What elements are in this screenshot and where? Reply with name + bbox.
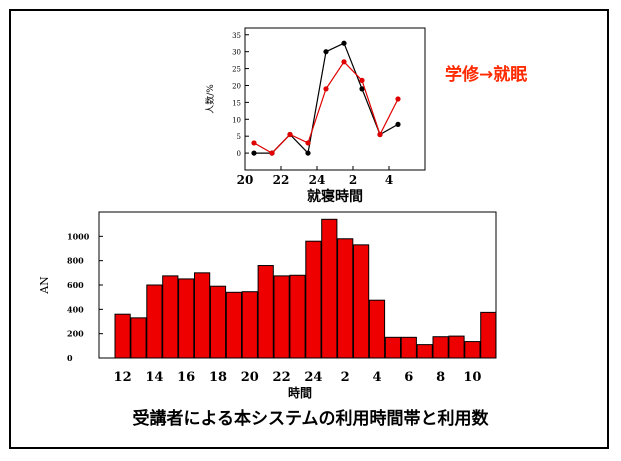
- red-series-line: [253, 60, 399, 154]
- bar: [337, 238, 354, 359]
- bar-y-tick-label: 400: [67, 304, 84, 314]
- line-chart-x-axis: 20 22 24 2 4: [237, 166, 393, 187]
- line-y-tick-label: 30: [232, 49, 241, 57]
- line-y-tick-label: 25: [232, 66, 241, 74]
- line-y-tick-label: 5: [237, 133, 241, 141]
- bar-x-tick-label: 8: [436, 370, 445, 385]
- slide-frame: [9, 9, 609, 449]
- bar-chart-bars: [114, 218, 497, 359]
- bar-y-tick-label: 200: [67, 329, 84, 339]
- line-y-tick-label: 15: [232, 99, 241, 107]
- bar-x-tick-label: 24: [304, 370, 322, 385]
- red-series-point: [341, 59, 347, 65]
- slide-caption: 受講者による本システムの利用時間帯と利用数: [132, 409, 489, 429]
- bar: [448, 335, 465, 359]
- bar-x-tick-label: 22: [273, 370, 291, 385]
- bar: [114, 313, 131, 359]
- bar: [432, 336, 449, 359]
- bar: [209, 285, 227, 359]
- bar: [162, 275, 179, 359]
- bar-x-tick-label: 12: [114, 370, 132, 385]
- bar: [178, 278, 195, 359]
- bar: [146, 284, 163, 359]
- black-series-line: [254, 42, 399, 155]
- bar-x-tick-label: 10: [463, 370, 481, 385]
- bar-y-tick-label: 1000: [67, 231, 90, 241]
- bar-x-tick-label: 20: [241, 370, 259, 385]
- line-x-tick-label: 22: [273, 173, 290, 187]
- bar: [130, 317, 147, 359]
- red-series-point: [323, 86, 329, 92]
- bar-x-tick-label: 4: [372, 370, 381, 385]
- bar: [353, 244, 370, 359]
- line-chart-xlabel: 就寝時間: [307, 188, 363, 205]
- red-series-point: [251, 140, 257, 146]
- red-series-point: [359, 77, 365, 84]
- bar: [305, 240, 322, 359]
- bar: [321, 218, 338, 359]
- line-y-tick-label: 10: [232, 116, 241, 124]
- bar: [257, 265, 274, 359]
- line-chart-y-axis: 0 5 10 15 20 25 30 35: [232, 32, 249, 158]
- bar-chart-xlabel: 時間: [288, 385, 312, 400]
- bar: [480, 311, 497, 359]
- bar-x-tick-label: 14: [145, 370, 163, 385]
- bar: [464, 341, 481, 359]
- line-chart-frame: [244, 27, 426, 171]
- line-y-tick-label: 0: [237, 150, 241, 158]
- line-chart-series: [251, 40, 401, 156]
- bar-chart-ylabel: AN: [38, 276, 51, 295]
- bar: [241, 291, 258, 359]
- bar: [225, 291, 243, 359]
- black-series-point: [341, 40, 347, 46]
- bar-chart-x-axis: 12 14 16 18 20 22 24 2 4 6 8 10: [114, 370, 482, 385]
- bar: [368, 299, 386, 359]
- bar: [289, 274, 306, 359]
- bar-x-tick-label: 18: [209, 370, 227, 385]
- black-series-point: [359, 86, 365, 92]
- red-series-point: [305, 140, 311, 146]
- bar-x-tick-label: 6: [404, 370, 413, 385]
- bar-x-tick-label: 2: [341, 370, 350, 385]
- line-y-tick-label: 35: [232, 32, 241, 40]
- side-note: 学修→就眠: [445, 65, 528, 85]
- red-series-point: [395, 96, 401, 102]
- line-x-tick-label: 4: [385, 173, 393, 187]
- bar-y-tick-label: 600: [67, 280, 84, 290]
- red-series-point: [269, 150, 275, 156]
- bar-y-tick-label: 0: [67, 353, 73, 363]
- black-series-point: [395, 121, 401, 127]
- line-chart-ylabel: 人数/%: [204, 84, 216, 114]
- bar: [273, 275, 290, 359]
- line-y-tick-label: 20: [232, 82, 241, 90]
- line-x-tick-label: 20: [237, 173, 254, 187]
- bar-y-tick-label: 800: [67, 256, 84, 266]
- bar: [400, 336, 417, 359]
- bar-chart-y-axis: 0 200 400 600 800 1000: [67, 231, 103, 363]
- red-series-point: [377, 131, 383, 138]
- line-x-tick-label: 24: [309, 173, 326, 187]
- red-series-point: [287, 131, 293, 138]
- black-series-point: [323, 49, 329, 55]
- line-x-tick-label: 2: [349, 173, 357, 187]
- bar: [384, 336, 401, 359]
- black-series-point: [251, 150, 257, 156]
- bar: [194, 272, 211, 359]
- bar-x-tick-label: 16: [177, 370, 195, 385]
- bar: [416, 344, 433, 359]
- black-series-point: [305, 150, 311, 156]
